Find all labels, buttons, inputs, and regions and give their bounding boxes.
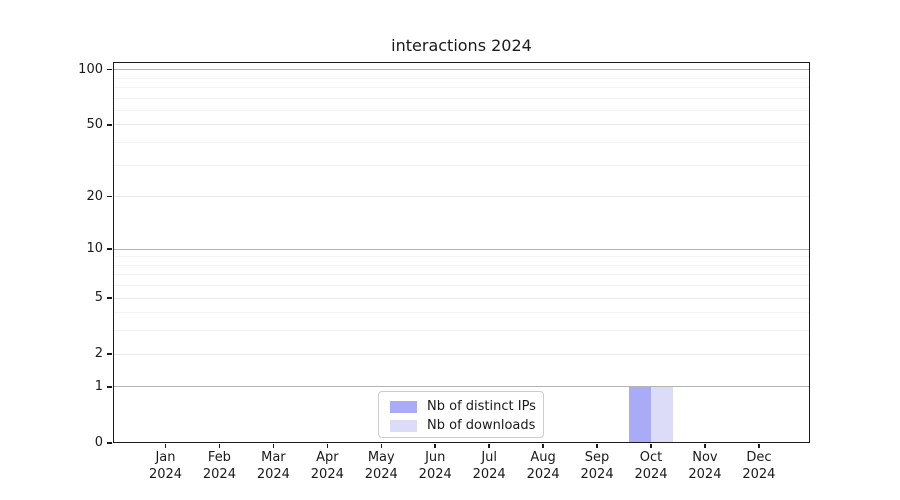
legend: Nb of distinct IPs Nb of downloads xyxy=(378,391,544,438)
x-tick-mark xyxy=(434,443,436,448)
gridline-minor xyxy=(113,256,810,258)
y-tick-mark xyxy=(107,297,112,299)
gridline-semi xyxy=(113,124,810,126)
x-tick-label-month: Jan xyxy=(155,450,176,465)
y-tick-label: 10 xyxy=(86,241,103,256)
gridline-minor xyxy=(113,330,810,332)
y-tick-mark xyxy=(107,124,112,126)
legend-swatch-distinct-ips xyxy=(390,400,417,413)
gridline-semi xyxy=(113,297,810,299)
x-tick-mark xyxy=(596,443,598,448)
gridline-major xyxy=(113,69,810,71)
x-tick-mark xyxy=(164,443,167,448)
y-tick-label: 0 xyxy=(94,435,103,450)
gridline-minor xyxy=(113,285,810,287)
gridline-minor xyxy=(113,86,810,88)
y-tick-mark xyxy=(107,68,112,71)
x-tick-label: Mar 2024 xyxy=(241,450,305,483)
y-tick-label: 50 xyxy=(86,116,103,132)
x-tick-label-month: Jul xyxy=(481,450,497,465)
gridline-minor xyxy=(113,77,810,79)
x-tick-mark xyxy=(380,443,383,448)
gridline-minor xyxy=(113,109,810,111)
x-tick-label: Oct 2024 xyxy=(619,450,683,483)
x-tick-label-year: 2024 xyxy=(634,466,668,482)
y-tick-mark xyxy=(107,353,112,355)
gridline-minor xyxy=(113,312,810,314)
x-tick-label-month: Dec xyxy=(746,450,772,465)
y-tick-label: 1 xyxy=(94,378,103,394)
legend-entry: Nb of distinct IPs xyxy=(390,397,536,416)
x-tick-mark xyxy=(650,443,652,448)
gridline-minor xyxy=(113,164,810,166)
x-tick-label-year: 2024 xyxy=(256,466,290,482)
gridline-minor xyxy=(113,274,810,276)
gridline-minor xyxy=(113,142,810,144)
x-tick-label-year: 2024 xyxy=(364,466,398,482)
legend-label: Nb of downloads xyxy=(427,418,536,433)
legend-swatch-downloads xyxy=(390,419,417,432)
x-tick-label-year: 2024 xyxy=(418,466,452,482)
bar-distinct-ips xyxy=(629,386,651,443)
x-tick-label: Jun 2024 xyxy=(403,450,467,483)
x-tick-label-month: Mar xyxy=(261,450,286,465)
x-tick-mark xyxy=(326,443,329,448)
x-tick-mark xyxy=(758,443,760,448)
x-tick-mark xyxy=(488,443,490,448)
gridline-minor xyxy=(113,264,810,266)
y-tick-label: 2 xyxy=(94,346,103,362)
x-tick-label-month: Nov xyxy=(692,450,718,465)
x-tick-label-year: 2024 xyxy=(580,466,614,482)
y-tick-label: 20 xyxy=(86,188,103,204)
x-tick-label-month: Jun xyxy=(425,450,446,465)
y-tick-label: 100 xyxy=(78,61,103,77)
x-tick-mark xyxy=(704,443,706,448)
gridline-semi xyxy=(113,353,810,355)
gridline-minor xyxy=(113,97,810,99)
chart-title: interactions 2024 xyxy=(391,36,532,55)
x-tick-label: Nov 2024 xyxy=(673,450,737,483)
x-tick-mark xyxy=(272,443,275,448)
x-tick-label: Apr 2024 xyxy=(295,450,359,483)
gridline-major xyxy=(113,386,810,388)
x-tick-label: Dec 2024 xyxy=(727,450,791,483)
x-tick-label-month: Sep xyxy=(584,450,610,465)
x-tick-label: Sep 2024 xyxy=(565,450,629,483)
x-tick-label-month: May xyxy=(367,450,395,465)
y-tick-mark xyxy=(107,442,112,444)
x-tick-label-year: 2024 xyxy=(202,466,236,482)
x-tick-label-year: 2024 xyxy=(688,466,722,482)
y-tick-mark xyxy=(107,248,112,250)
legend-label: Nb of distinct IPs xyxy=(427,399,536,414)
x-tick-mark xyxy=(218,443,221,448)
y-tick-mark xyxy=(107,386,112,388)
plot-area: Nb of distinct IPs Nb of downloads 0 1 2 5 1… xyxy=(78,62,810,482)
gridline-semi xyxy=(113,196,810,198)
gridline-major xyxy=(113,248,810,250)
x-tick-label: Jul 2024 xyxy=(457,450,521,483)
x-tick-label-year: 2024 xyxy=(310,466,344,482)
x-tick-label: May 2024 xyxy=(349,450,413,483)
x-tick-label-month: Oct xyxy=(639,450,663,465)
x-tick-label-month: Feb xyxy=(207,450,231,465)
x-tick-label-year: 2024 xyxy=(148,466,183,482)
x-tick-label-month: Apr xyxy=(316,450,339,465)
legend-entry: Nb of downloads xyxy=(390,416,535,435)
x-tick-label: Feb 2024 xyxy=(187,450,251,483)
x-tick-label: Aug 2024 xyxy=(511,450,575,483)
x-tick-label-year: 2024 xyxy=(526,466,560,482)
y-tick-mark xyxy=(107,195,112,198)
y-tick-label: 5 xyxy=(94,290,103,306)
x-tick-label: Jan 2024 xyxy=(134,450,198,483)
x-tick-mark xyxy=(542,443,544,448)
bar-downloads xyxy=(651,386,673,443)
x-tick-label-month: Aug xyxy=(530,450,556,465)
x-tick-label-year: 2024 xyxy=(472,466,506,482)
x-tick-label-year: 2024 xyxy=(742,466,776,482)
